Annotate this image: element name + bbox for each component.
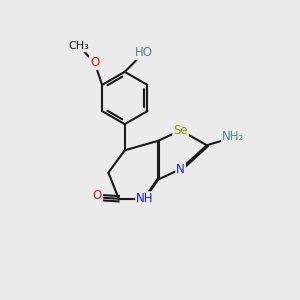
Text: Se: Se [173,124,188,137]
Text: NH₂: NH₂ [222,130,244,143]
Text: HO: HO [135,46,153,59]
Text: N: N [176,163,185,176]
Text: NH: NH [136,192,154,205]
Text: O: O [93,189,102,202]
Text: O: O [90,56,99,69]
Text: CH₃: CH₃ [68,41,89,51]
